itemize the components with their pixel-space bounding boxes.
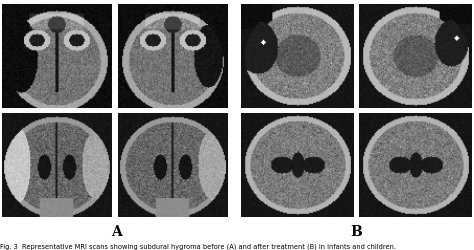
Text: A: A — [111, 226, 121, 239]
Text: B: B — [351, 226, 362, 239]
Text: Fig. 3  Representative MRI scans showing subdural hygroma before (A) and after t: Fig. 3 Representative MRI scans showing … — [0, 244, 396, 250]
